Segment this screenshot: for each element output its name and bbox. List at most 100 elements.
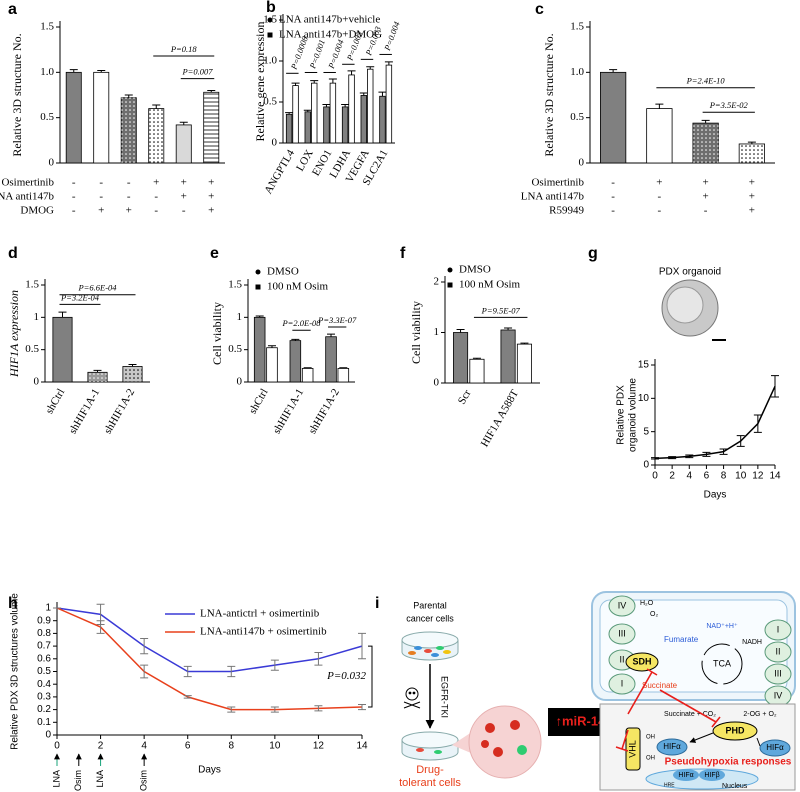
error-bar — [701, 119, 710, 124]
y-axis-label: Relative 3D structure No. — [542, 33, 556, 156]
y-tick-label: 0.1 — [37, 717, 51, 728]
error-bar — [736, 435, 745, 447]
dish — [401, 731, 459, 761]
error-bar — [140, 637, 149, 655]
error-bar — [314, 651, 323, 666]
condition-sign: - — [127, 191, 131, 203]
sdh-ellipse — [625, 652, 659, 672]
y-tick-label: 1.0 — [570, 66, 584, 78]
x-tick-label: shHIF1A-2 — [102, 387, 137, 436]
dish — [401, 631, 459, 661]
complex-label: I — [777, 624, 780, 634]
x-tick-label: 10 — [735, 471, 747, 482]
y-axis-label: HIF1A expression — [7, 290, 21, 378]
complex-label: IV — [774, 690, 783, 700]
annotation: P=3.3E-07 — [317, 315, 357, 325]
x-tick-label: 6 — [704, 471, 710, 482]
condition-sign: + — [703, 177, 709, 189]
condition-sign: + — [749, 191, 755, 203]
treatment-label: EGFR-TKI — [440, 676, 450, 718]
error-bar — [255, 315, 264, 318]
annotation: P=0.001 — [307, 38, 327, 71]
y-tick-label: 0.4 — [37, 679, 51, 690]
legend-marker — [255, 269, 261, 275]
legend-marker — [447, 267, 453, 273]
legend-label: 100 nM Osim — [459, 279, 521, 291]
cell-callout — [452, 705, 542, 779]
panel-label: e — [210, 245, 219, 262]
bar-hatch — [692, 123, 719, 163]
x-tick-label: 0 — [652, 471, 658, 482]
condition-sign: - — [611, 205, 615, 217]
error-bar — [93, 369, 102, 373]
error-bar — [96, 620, 105, 634]
legend-label: DMSO — [267, 266, 299, 278]
error-bar — [771, 375, 779, 398]
bar — [516, 343, 532, 384]
error-bar — [358, 704, 366, 711]
y-tick-label: 1 — [434, 326, 440, 338]
x-tick-label: 6 — [185, 741, 191, 752]
bar — [292, 85, 299, 144]
legend-label: DMSO — [459, 264, 491, 276]
bar-hatch — [203, 92, 219, 163]
error-bar — [183, 665, 192, 678]
error-bar — [303, 109, 312, 112]
y-tick-label: 0 — [643, 460, 649, 471]
condition-sign: + — [208, 177, 214, 189]
panel-label: b — [266, 0, 276, 16]
bar — [329, 82, 337, 144]
hif-ellipse — [656, 738, 688, 756]
x-tick-label: shHIF1A-2 — [307, 387, 342, 436]
condition-sign: + — [98, 205, 104, 217]
treatment-label: LNA — [51, 770, 61, 788]
x-tick-label: 4 — [687, 471, 693, 482]
sdh-label: SDH — [632, 656, 651, 666]
bar — [285, 113, 293, 144]
legend-label: LNA-antictrl + osimertinib — [200, 608, 320, 620]
y-tick-label: 1 — [34, 311, 40, 323]
y-tick-label: 1.5 — [25, 279, 39, 291]
organoid-image — [666, 286, 704, 324]
x-tick-label: ANGPTL4 — [262, 147, 297, 196]
error-bar — [655, 103, 664, 109]
error-bar — [303, 367, 312, 369]
error-bar — [314, 705, 323, 712]
bar — [301, 368, 314, 383]
error-bar — [267, 345, 276, 348]
y-tick-label: 15 — [638, 360, 650, 371]
error-bar — [270, 706, 279, 713]
bar — [325, 336, 337, 383]
bar — [93, 71, 110, 164]
parental-label: Parental — [413, 600, 447, 610]
line — [56, 607, 363, 711]
y-tick-label: 0.5 — [228, 343, 242, 355]
x-tick-label: 2 — [98, 741, 104, 752]
y-tick-label: 10 — [638, 393, 650, 404]
condition-sign: + — [153, 177, 159, 189]
y-tick-label: 0.6 — [37, 653, 51, 664]
error-bar — [685, 454, 694, 459]
x-tick-label: 0 — [54, 741, 60, 752]
bar-hatch — [739, 143, 765, 163]
error-bar — [358, 632, 366, 660]
condition-sign: + — [656, 177, 662, 189]
y-tick-label: 0.5 — [40, 111, 54, 123]
y-axis-label: Relative gene expression — [253, 22, 267, 142]
complex-label: II — [775, 646, 780, 656]
x-tick-label: 10 — [269, 741, 281, 752]
y-tick-label: 2 — [434, 276, 440, 288]
condition-sign: - — [72, 191, 76, 203]
x-tick-label: HIF1A A588T — [479, 388, 521, 450]
bar — [367, 68, 374, 144]
error-bar — [291, 338, 300, 341]
condition-sign: - — [127, 177, 131, 189]
condition-sign: + — [181, 191, 187, 203]
bar — [379, 95, 386, 144]
annotation: P=9.5E-07 — [481, 305, 521, 315]
error-bar — [183, 695, 192, 699]
y-tick-label: 0 — [49, 157, 55, 169]
panel-label: c — [535, 1, 544, 18]
bar — [52, 316, 73, 383]
error-bar — [270, 659, 279, 671]
